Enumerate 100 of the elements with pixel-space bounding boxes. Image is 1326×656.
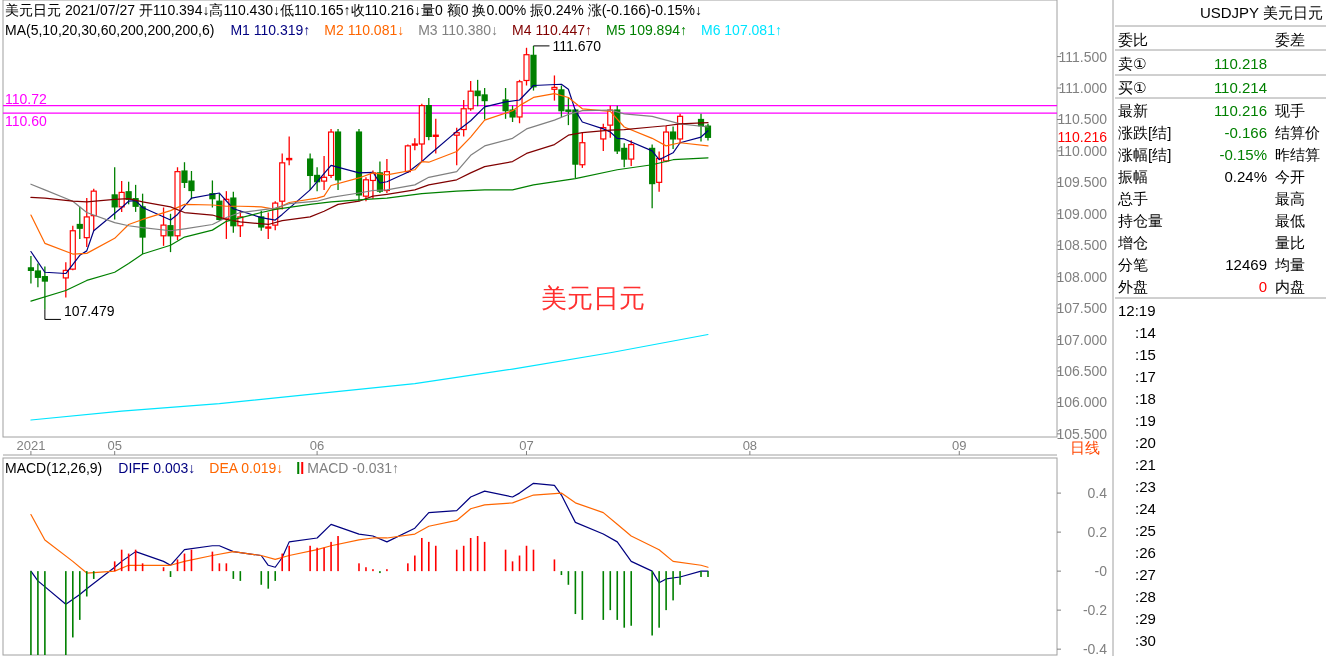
text: 最新 [1118,102,1148,119]
text: :14 [1135,324,1156,341]
ref-line-label: 110.72 [5,90,47,107]
text: :20 [1135,434,1156,451]
y-tick-label: 0.4 [1087,485,1108,502]
legend-label: MACD -0.031↑ [307,460,400,476]
text: 昨结算 [1275,146,1320,163]
text: :23 [1135,478,1156,495]
y-tick-label: 111.000 [1058,80,1108,97]
annotation: 107.479 [63,303,115,320]
text: -0.15% [1219,146,1267,163]
text: 均量 [1274,256,1305,273]
text: 结算价 [1275,124,1320,141]
y-tick-label: 110.000 [1057,142,1108,159]
text: :28 [1135,588,1156,605]
text: :25 [1135,522,1156,539]
candlestick [111,166,118,221]
x-tick-label: 2021 [16,438,46,453]
y-tick-label: 106.000 [1056,394,1108,411]
text: M2 110.081↓ [324,22,405,38]
candlestick [676,113,684,145]
text: 110.216 [1057,129,1108,145]
text: :24 [1135,500,1156,517]
text: 0.24% [1224,168,1267,185]
text: 持仓量 [1118,212,1163,229]
chart-title: 美元日元 2021/07/27 开110.394↓高110.430↓低110.165↑收110.216↓量0 额0 换0.00% 振0.24% 涨(-0.166)-0.15%↓ [5,2,703,18]
candlestick [320,155,328,191]
text: 最低 [1275,212,1305,229]
ref-line-label: 110.60 [5,113,47,130]
text: 110.216 [1213,102,1267,119]
text: -0.166 [1224,124,1267,141]
annotation: 美元日元 [541,283,645,313]
chart-title: MACD(12,26,9) [5,460,103,476]
text: 买① [1118,79,1147,96]
y-tick-label: -0 [1094,563,1108,580]
text: 日线 [1070,439,1100,456]
candlestick [83,197,90,248]
text: :30 [1135,632,1156,649]
text: DEA 0.019↓ [209,460,284,476]
y-tick-label: 110.500 [1057,111,1108,128]
y-tick-label: 107.000 [1056,331,1108,348]
text: M4 110.447↑ [512,22,593,38]
text: 量比 [1275,234,1305,251]
text: :27 [1135,566,1156,583]
candlestick [628,139,635,167]
text: 今开 [1275,168,1305,185]
text: 分笔 [1118,256,1148,273]
text: 最高 [1275,190,1305,207]
text: :29 [1135,610,1156,627]
candlestick [265,211,272,240]
text: 外盘 [1118,278,1148,295]
text: :26 [1135,544,1156,561]
text: :15 [1135,346,1156,363]
x-tick-label: 06 [309,438,325,453]
text: 总手 [1117,190,1148,207]
annotation: 111.670 [552,37,602,54]
candlestick [579,132,586,169]
y-tick-label: 111.500 [1058,48,1108,65]
y-tick-label: -0.4 [1082,641,1108,656]
y-tick-label: 108.500 [1056,237,1108,254]
text: M6 107.081↑ [700,22,782,38]
y-tick-label: 109.000 [1056,205,1108,222]
text: M5 109.894↑ [606,22,687,38]
candlestick [160,206,167,247]
text: M1 110.319↑ [230,22,311,38]
text: 110.214 [1213,79,1267,96]
text: USDJPY 美元日元 [1199,4,1323,21]
text: 110.218 [1213,55,1267,72]
text: 12469 [1225,256,1267,273]
x-tick-label: 05 [107,438,122,453]
line-series [30,492,709,574]
text: 涨跌[结] [1118,124,1172,141]
x-tick-label: 09 [952,438,967,453]
text: :19 [1135,412,1156,429]
candlestick [167,213,174,253]
y-tick-label: 107.500 [1056,300,1108,317]
y-tick-label: -0.2 [1082,602,1108,619]
text: M3 110.380↓ [418,22,499,38]
candlestick [669,125,677,150]
y-tick-label: 0.2 [1087,524,1108,541]
y-tick-label: 106.500 [1056,362,1108,379]
text: MA(5,10,20,30,60,200,200,200,6) [5,22,215,38]
text: 内盘 [1275,278,1305,295]
text: 12:19 [1118,302,1156,319]
candlestick [76,206,83,240]
text: 0 [1258,278,1267,295]
text: 委差 [1275,31,1305,48]
text: :18 [1135,390,1156,407]
x-tick-label: 08 [742,438,758,453]
text: 振幅 [1118,168,1148,185]
candlestick [551,74,558,102]
y-tick-label: 108.000 [1056,268,1108,285]
text: 卖① [1118,55,1147,72]
candlestick [432,118,439,155]
text: 委比 [1118,31,1148,48]
text: :17 [1135,368,1156,385]
line-series [30,333,709,421]
line-series [30,482,709,605]
candlestick [216,193,223,222]
x-tick-label: 07 [519,438,534,453]
